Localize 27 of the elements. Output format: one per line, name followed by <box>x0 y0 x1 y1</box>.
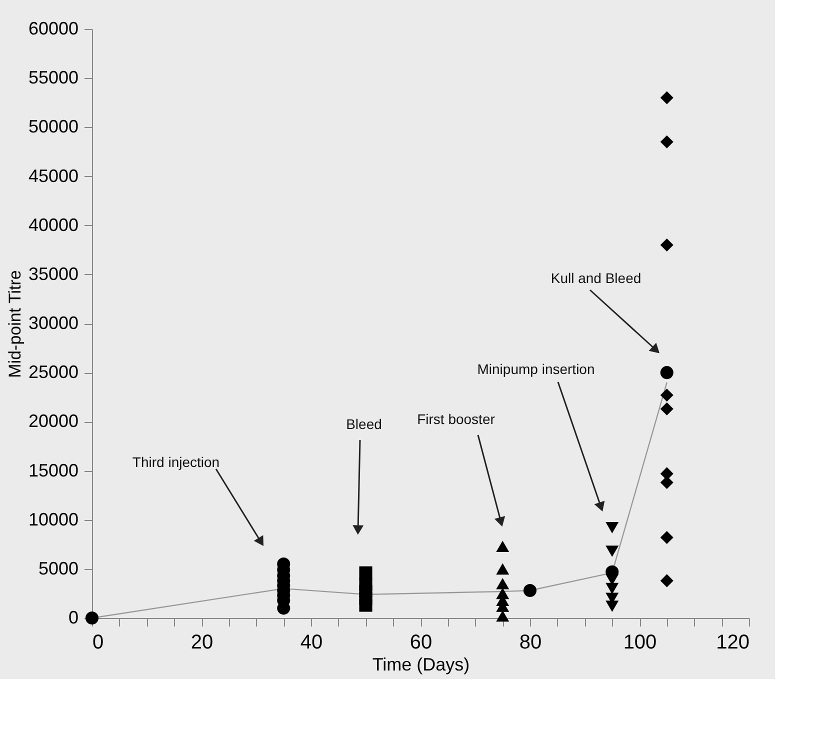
y-tick-label: 15000 <box>28 460 78 480</box>
annotation: Bleed <box>346 416 382 432</box>
y-tick-label: 45000 <box>28 166 78 186</box>
y-tick-label: 30000 <box>28 313 78 333</box>
x-tick-label: 0 <box>92 632 104 654</box>
y-tick-label: 25000 <box>28 362 78 382</box>
y-tick-label: 0 <box>68 608 78 628</box>
y-tick-label: 60000 <box>28 18 78 38</box>
y-tick-label: 35000 <box>28 264 78 284</box>
y-tick-label: 20000 <box>28 411 78 432</box>
y-tick-label: 55000 <box>28 68 78 88</box>
annotation: Minipump insertion <box>477 361 595 377</box>
x-tick-label: 80 <box>519 632 542 654</box>
y-tick-label: 5000 <box>38 558 78 578</box>
x-tick-label: 20 <box>190 632 214 654</box>
y-tick-label: 50000 <box>28 116 78 137</box>
annotation: Kull and Bleed <box>550 270 642 286</box>
x-tick-label: 100 <box>623 632 657 654</box>
y-tick-label: 10000 <box>28 509 78 530</box>
y-axis-title: Mid-point Titre <box>5 270 24 378</box>
x-tick-label: 120 <box>716 632 750 654</box>
x-tick-label: 40 <box>300 632 323 654</box>
annotation: First booster <box>417 411 496 427</box>
y-tick-label: 40000 <box>28 214 78 235</box>
annotation: Third injection <box>132 454 220 470</box>
x-axis-title: Time (Days) <box>372 654 470 674</box>
x-tick-label: 60 <box>410 632 432 654</box>
